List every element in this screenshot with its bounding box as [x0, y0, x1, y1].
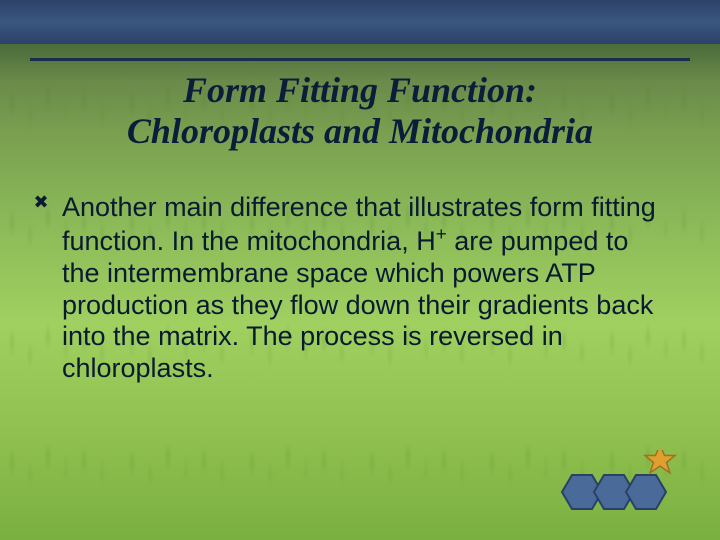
- bullet-item: ✖ Another main difference that illustrat…: [30, 192, 665, 385]
- star-icon: [645, 450, 675, 473]
- body-text: Another main difference that illustrates…: [62, 192, 665, 385]
- corner-decoration: [542, 450, 692, 510]
- hexagon-cluster-icon: [562, 475, 666, 509]
- divider-line: [30, 58, 690, 61]
- superscript: +: [436, 224, 447, 245]
- title-line-2: Chloroplasts and Mitochondria: [0, 111, 720, 152]
- slide-title: Form Fitting Function: Chloroplasts and …: [0, 70, 720, 153]
- bullet-icon: ✖: [30, 192, 52, 214]
- title-line-1: Form Fitting Function:: [0, 70, 720, 111]
- body-content: ✖ Another main difference that illustrat…: [30, 192, 665, 385]
- header-bar: [0, 0, 720, 44]
